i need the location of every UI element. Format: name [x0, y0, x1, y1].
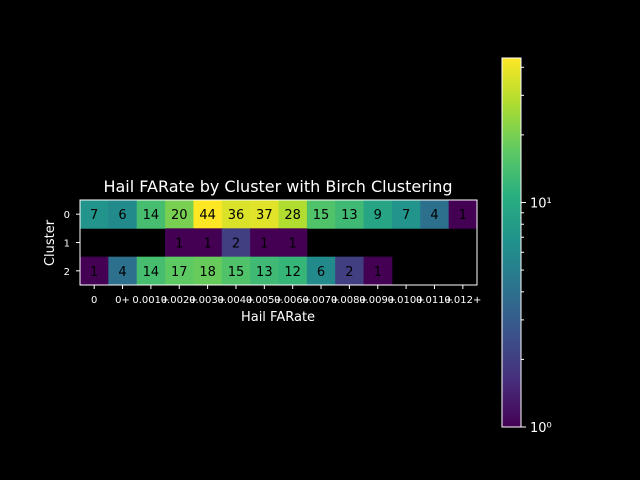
- x-tick-label: 0.005+: [246, 295, 283, 306]
- cell-value-label: 6: [118, 208, 126, 223]
- heatmap-cell: [136, 256, 166, 286]
- y-axis-label: Cluster: [43, 219, 58, 266]
- y-tick-label: 2: [64, 267, 70, 278]
- heatmap-cell: [193, 200, 223, 229]
- heatmap-cell: [221, 256, 251, 286]
- colorbar-ticks: 10⁰ 10¹: [521, 66, 552, 436]
- cell-value-label: 7: [90, 208, 98, 223]
- cell-value-label: 9: [374, 208, 382, 223]
- cell-value-label: 36: [228, 208, 245, 223]
- heatmap-cell: [391, 200, 421, 229]
- x-tick-label: 0.012+: [444, 295, 481, 306]
- colorbar: [501, 57, 522, 428]
- heatmap-cell: [165, 228, 194, 258]
- heatmap-cell: [136, 200, 166, 229]
- x-tick-label: 0.006+: [274, 295, 311, 306]
- cell-value-label: 1: [260, 237, 268, 252]
- cell-value-label: 6: [317, 265, 325, 280]
- y-axis-ticks: 0 1 2: [64, 210, 80, 278]
- heatmap-cell: [448, 200, 478, 229]
- cell-value-label: 2: [345, 265, 353, 280]
- y-tick-label: 1: [64, 239, 70, 250]
- heatmap-cell: [221, 200, 251, 229]
- chart-title: Hail FARate by Cluster with Birch Cluste…: [103, 177, 452, 196]
- heatmap-cell: [306, 256, 336, 286]
- colorbar-tick-label: 10¹: [530, 196, 552, 211]
- cell-value-label: 1: [90, 265, 98, 280]
- cell-value-label: 28: [284, 208, 301, 223]
- heatmap-cell: [250, 256, 279, 286]
- y-tick-label: 0: [64, 210, 70, 221]
- cell-value-label: 2: [232, 237, 240, 252]
- x-tick-label: 0.004+: [217, 295, 254, 306]
- cell-value-label: 1: [175, 237, 183, 252]
- cell-value-label: 37: [256, 208, 273, 223]
- cell-value-label: 1: [459, 208, 467, 223]
- cell-value-label: 12: [284, 265, 301, 280]
- heatmap-cell: [335, 256, 364, 286]
- colorbar-tick-label: 10⁰: [530, 421, 552, 436]
- heatmap-cell: [278, 256, 308, 286]
- heatmap-cell: [80, 256, 109, 286]
- heatmap-cell: [363, 200, 393, 229]
- x-tick-label: 0.001+: [132, 295, 169, 306]
- cell-value-label: 13: [341, 208, 358, 223]
- x-tick-label: 0.003+: [189, 295, 226, 306]
- heatmap-cell: [278, 228, 308, 258]
- cell-value-label: 44: [199, 208, 216, 223]
- heatmap-cell: [335, 200, 364, 229]
- heatmap-cell: [420, 200, 450, 229]
- cell-value-label: 1: [203, 237, 211, 252]
- heatmap-cell: [363, 256, 393, 286]
- heatmap-cell: [108, 256, 138, 286]
- x-axis-label: Hail FARate: [241, 310, 315, 325]
- heatmap-cell: [108, 200, 138, 229]
- heatmap-cell: [278, 200, 308, 229]
- cell-value-label: 18: [199, 265, 216, 280]
- cell-value-label: 1: [289, 237, 297, 252]
- x-tick-label: 0.002+: [161, 295, 198, 306]
- x-tick-label: 0.010+: [388, 295, 425, 306]
- x-tick-label: 0.011+: [416, 295, 453, 306]
- cell-value-label: 1: [374, 265, 382, 280]
- heatmap-cell: [165, 256, 194, 286]
- heatmap-cell: [193, 228, 223, 258]
- cell-value-label: 17: [171, 265, 188, 280]
- cell-value-label: 7: [402, 208, 410, 223]
- cell-value-label: 13: [256, 265, 273, 280]
- cell-value-label: 15: [313, 208, 330, 223]
- x-tick-label: 0: [91, 295, 97, 306]
- heatmap-cell: [250, 228, 279, 258]
- x-tick-label: 0+: [115, 295, 130, 306]
- cell-value-label: 20: [171, 208, 188, 223]
- cell-value-label: 4: [430, 208, 438, 223]
- heatmap-cell: [221, 228, 251, 258]
- heatmap-cells: 7 6 14 20 44 36 37 28 15 13 9 7 4 11 1 2 1 11 4 14 17 18 15 13 1…: [80, 200, 478, 286]
- cell-value-label: 15: [228, 265, 245, 280]
- heatmap-cell: [306, 200, 336, 229]
- heatmap-cell: [250, 200, 279, 229]
- heatmap-cell: [80, 200, 109, 229]
- heatmap-cell: [165, 200, 194, 229]
- cell-value-label: 4: [118, 265, 126, 280]
- x-axis-ticks: 0 0+ 0.001+0.002+0.003+0.004+0.005+0.006+0…: [91, 285, 481, 306]
- x-tick-label: 0.009+: [359, 295, 396, 306]
- heatmap-cell: [193, 256, 223, 286]
- cell-value-label: 14: [143, 208, 160, 223]
- cell-value-label: 14: [143, 265, 160, 280]
- x-tick-label: 0.008+: [331, 295, 368, 306]
- x-tick-label: 0.007+: [303, 295, 340, 306]
